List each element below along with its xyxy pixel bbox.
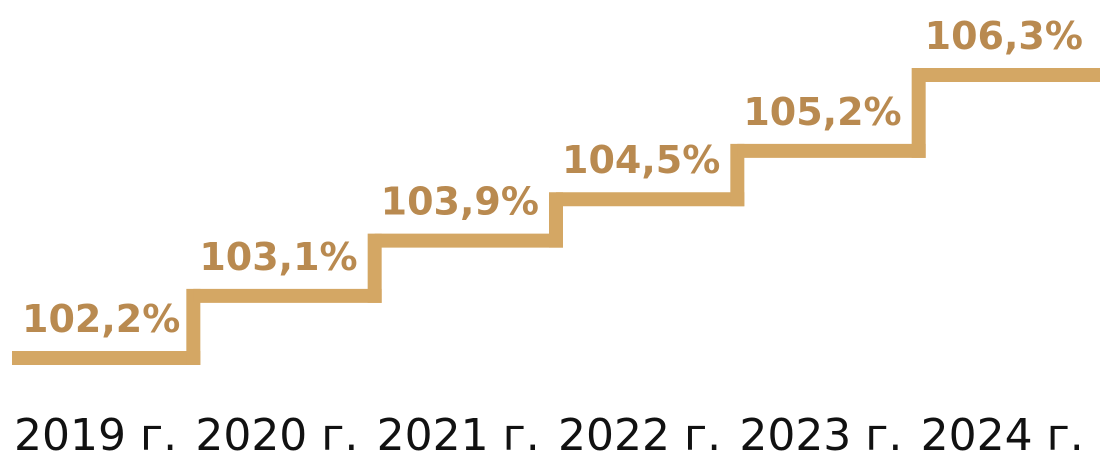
x-tick-label: 2021 г. bbox=[377, 410, 540, 458]
value-label: 105,2% bbox=[743, 90, 901, 134]
x-tick-label: 2023 г. bbox=[739, 410, 902, 458]
value-label: 106,3% bbox=[925, 14, 1083, 58]
x-tick-label: 2022 г. bbox=[558, 410, 721, 458]
x-tick-label: 2024 г. bbox=[921, 410, 1084, 458]
value-label: 104,5% bbox=[562, 138, 720, 182]
value-label: 102,2% bbox=[22, 297, 180, 341]
x-tick-label: 2019 г. bbox=[14, 410, 177, 458]
value-label: 103,1% bbox=[199, 235, 357, 279]
x-tick-label: 2020 г. bbox=[195, 410, 358, 458]
value-label: 103,9% bbox=[381, 180, 539, 224]
